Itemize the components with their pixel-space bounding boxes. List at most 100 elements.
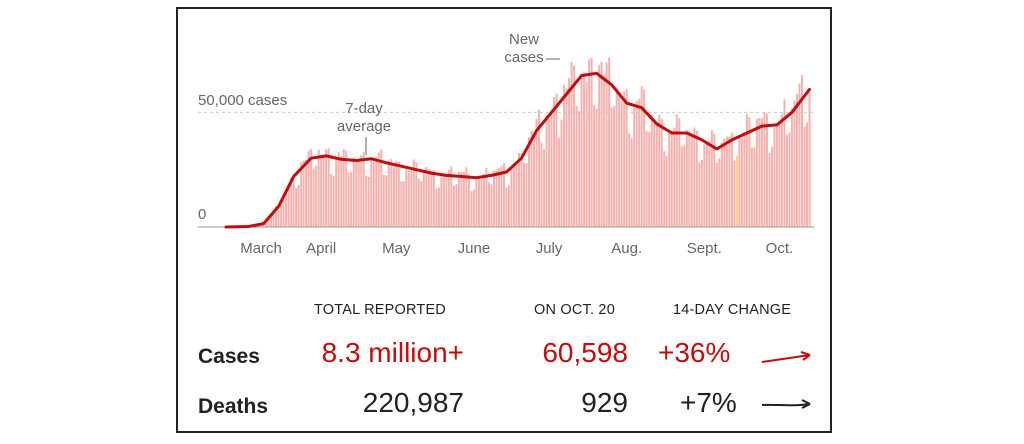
daily-case-bar	[730, 132, 733, 227]
daily-case-bar	[550, 114, 553, 227]
daily-case-bar	[417, 178, 420, 227]
daily-case-bar	[795, 94, 798, 227]
daily-case-bar	[337, 152, 340, 227]
daily-case-bar	[520, 153, 523, 227]
daily-case-bar	[775, 124, 778, 227]
daily-case-bar	[400, 181, 403, 227]
daily-case-bar	[310, 148, 313, 227]
daily-case-bar	[665, 155, 668, 227]
daily-case-bar	[703, 144, 706, 227]
daily-case-bar	[342, 148, 345, 227]
daily-case-bar	[523, 162, 526, 227]
cases-total: 8.3 million+	[321, 337, 464, 368]
daily-case-bar	[625, 89, 628, 227]
daily-case-bar	[590, 57, 593, 227]
header-total: TOTAL REPORTED	[314, 302, 446, 318]
daily-case-bar	[710, 129, 713, 227]
daily-case-bar	[530, 130, 533, 227]
daily-case-bar	[495, 169, 498, 227]
daily-case-bar	[575, 105, 578, 227]
annotation-line: 7-day	[345, 100, 383, 117]
daily-case-bar	[680, 146, 683, 227]
daily-case-bar	[793, 100, 796, 227]
daily-case-bar	[668, 133, 671, 227]
daily-case-bar	[655, 121, 658, 227]
daily-case-bar	[763, 111, 766, 227]
x-tick-label: July	[536, 240, 563, 257]
daily-case-bar	[490, 184, 493, 227]
daily-case-bar	[290, 177, 293, 227]
daily-case-bar	[420, 181, 423, 227]
daily-case-bar	[748, 117, 751, 227]
daily-case-bar	[287, 187, 290, 227]
daily-case-bar	[452, 185, 455, 227]
daily-case-bar	[783, 99, 786, 227]
daily-case-bar	[800, 75, 803, 227]
daily-case-bar	[698, 162, 701, 227]
daily-case-bar	[507, 185, 510, 227]
daily-case-bar	[545, 115, 548, 227]
daily-case-bar	[317, 149, 320, 227]
daily-case-bar	[750, 147, 753, 227]
daily-case-bar	[605, 62, 608, 227]
row-label-deaths: Deaths	[198, 395, 269, 418]
daily-case-bar	[713, 133, 716, 227]
daily-case-bar	[512, 165, 515, 227]
cases-on-date: 60,598	[542, 337, 628, 368]
daily-case-bar	[555, 93, 558, 227]
header-change: 14-DAY CHANGE	[673, 302, 792, 318]
daily-case-bar	[262, 224, 265, 227]
daily-case-bar	[765, 113, 768, 227]
daily-case-bar	[415, 162, 418, 227]
daily-case-bar	[630, 138, 633, 227]
daily-case-bars	[227, 57, 811, 228]
daily-case-bar	[312, 168, 315, 227]
daily-case-bar	[500, 165, 503, 227]
daily-case-bar	[285, 192, 288, 227]
stats-table: TOTAL REPORTED ON OCT. 20 14-DAY CHANGE …	[178, 9, 834, 435]
daily-case-bar	[387, 161, 390, 227]
daily-case-bar	[347, 172, 350, 227]
daily-case-bar	[297, 185, 300, 227]
daily-case-bar	[405, 169, 408, 227]
daily-case-bar	[372, 161, 375, 227]
daily-case-bar	[758, 117, 761, 227]
daily-case-bar	[645, 131, 648, 227]
daily-case-bar	[788, 132, 791, 227]
daily-case-bar	[778, 123, 781, 227]
daily-case-bar	[275, 206, 278, 227]
deaths-total: 220,987	[362, 387, 464, 418]
daily-case-bar	[658, 114, 661, 227]
daily-case-bar	[282, 196, 285, 227]
daily-case-bar	[277, 209, 280, 227]
daily-case-bar	[635, 100, 638, 227]
daily-case-bar	[518, 152, 520, 227]
deaths-on-date: 929	[581, 387, 628, 418]
deaths-change: +7%	[680, 387, 737, 418]
daily-case-bar	[588, 59, 591, 227]
daily-case-bar	[482, 173, 485, 227]
daily-case-bar	[380, 149, 383, 227]
daily-case-bar	[345, 150, 348, 227]
annotation-line: average	[337, 118, 391, 135]
daily-case-bar	[270, 213, 273, 227]
x-tick-label: May	[382, 240, 411, 257]
daily-case-bar	[447, 169, 450, 227]
daily-case-bar	[663, 151, 666, 227]
daily-case-bar	[407, 170, 410, 227]
daily-case-bar	[760, 118, 763, 227]
daily-case-bar	[615, 87, 618, 227]
x-tick-label: April	[306, 240, 336, 257]
daily-case-bar	[798, 83, 801, 227]
daily-case-bar	[435, 188, 438, 227]
daily-case-bar	[723, 138, 726, 227]
daily-case-bar	[430, 170, 433, 227]
daily-case-bar	[608, 57, 611, 227]
daily-case-bar	[808, 91, 811, 227]
daily-case-bar	[350, 171, 353, 227]
daily-case-bar	[528, 136, 531, 227]
daily-case-bar	[790, 108, 793, 227]
